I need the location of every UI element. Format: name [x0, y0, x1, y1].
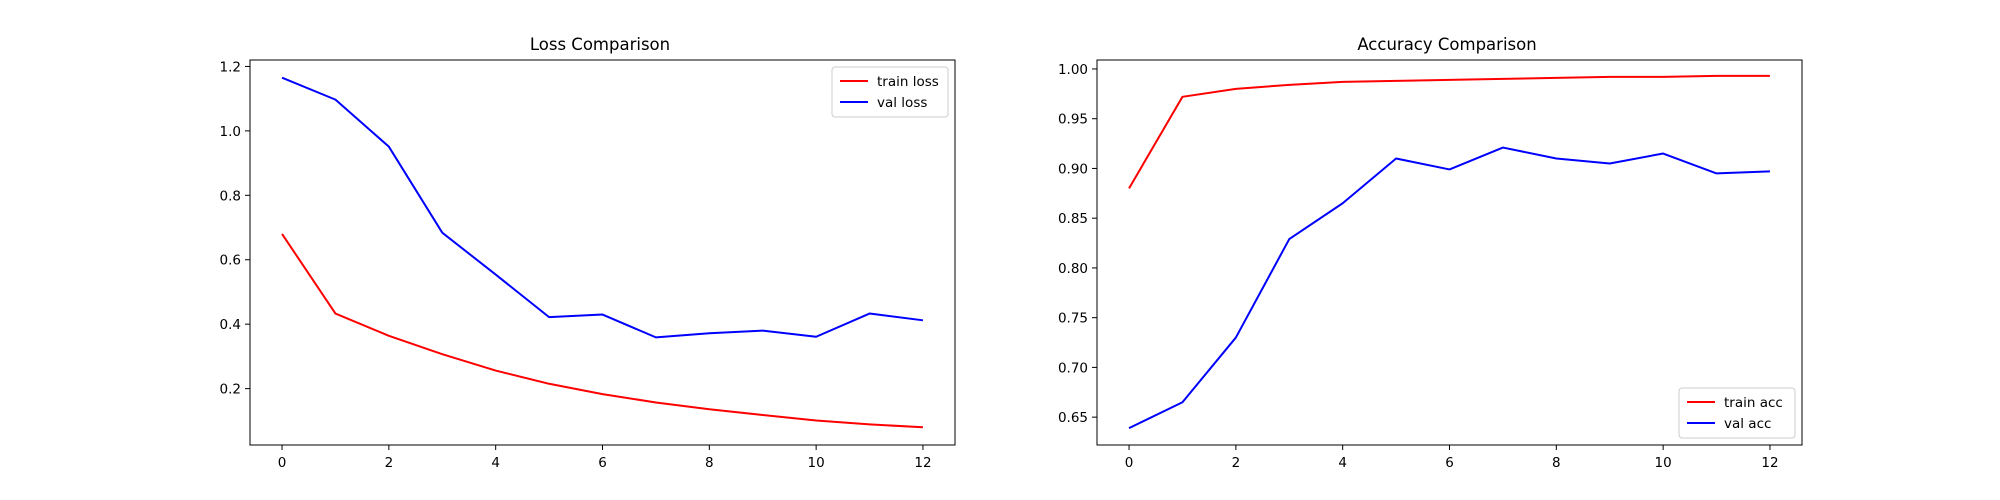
loss-axes-frame [249, 59, 956, 446]
accuracy-legend: train acc val acc [1678, 387, 1796, 439]
accuracy-x-tick-label: 2 [1232, 455, 1241, 471]
loss-x-tick-label: 10 [808, 455, 825, 471]
loss-chart-title: Loss Comparison [530, 35, 670, 54]
accuracy-series-line-train-acc [1128, 74, 1770, 189]
accuracy-legend-box [1678, 387, 1796, 439]
accuracy-legend-label: train acc [1724, 395, 1783, 411]
accuracy-y-tick-label: 0.65 [1058, 410, 1088, 426]
loss-x-tick-label: 12 [914, 455, 931, 471]
loss-y-tick-label: 1.0 [220, 124, 241, 140]
loss-x-tick-label: 8 [705, 455, 714, 471]
loss-y-tick-label: 0.6 [220, 253, 241, 269]
accuracy-x-tick-label: 8 [1552, 455, 1561, 471]
loss-y-tick-label: 0.8 [220, 188, 241, 204]
accuracy-y-tick-label: 0.90 [1058, 161, 1088, 177]
loss-comparison-chart: Loss Comparison 0 2 4 6 8 10 12 0.2 0.4 0.6 0.8 1.0… [220, 35, 956, 471]
accuracy-y-tick-label: 0.95 [1058, 112, 1088, 128]
accuracy-y-tick-label: 1.00 [1058, 62, 1088, 78]
accuracy-y-tick-label: 0.70 [1058, 360, 1088, 376]
accuracy-x-tick-label: 6 [1445, 455, 1454, 471]
loss-x-tick-label: 4 [491, 455, 500, 471]
accuracy-x-tick-label: 12 [1761, 455, 1778, 471]
loss-y-tick-label: 0.4 [220, 317, 241, 333]
accuracy-x-tick-label: 4 [1338, 455, 1347, 471]
accuracy-x-tick-label: 0 [1125, 455, 1134, 471]
accuracy-chart-title: Accuracy Comparison [1357, 35, 1536, 54]
accuracy-comparison-chart: Accuracy Comparison 0 2 4 6 8 10 12 0.65 0.70 0.7… [1058, 35, 1803, 471]
loss-series-line-val-loss [281, 76, 924, 339]
loss-x-tick-label: 6 [598, 455, 607, 471]
accuracy-series-line-val-acc [1128, 146, 1770, 429]
accuracy-y-tick-label: 0.85 [1058, 211, 1088, 227]
accuracy-axes-frame [1096, 59, 1803, 446]
loss-x-tick-label: 0 [278, 455, 287, 471]
loss-x-tick-label: 2 [385, 455, 394, 471]
accuracy-y-tick-label: 0.80 [1058, 261, 1088, 277]
loss-legend-label: val loss [877, 95, 927, 111]
loss-legend-box [831, 66, 949, 118]
loss-legend: train loss val loss [831, 66, 949, 118]
accuracy-legend-label: val acc [1724, 416, 1771, 432]
loss-series-line-train-loss [281, 233, 924, 429]
loss-y-tick-label: 1.2 [220, 59, 241, 75]
accuracy-x-tick-label: 10 [1655, 455, 1672, 471]
loss-y-tick-label: 0.2 [220, 382, 241, 398]
loss-legend-label: train loss [877, 74, 939, 90]
accuracy-y-tick-label: 0.75 [1058, 311, 1088, 327]
